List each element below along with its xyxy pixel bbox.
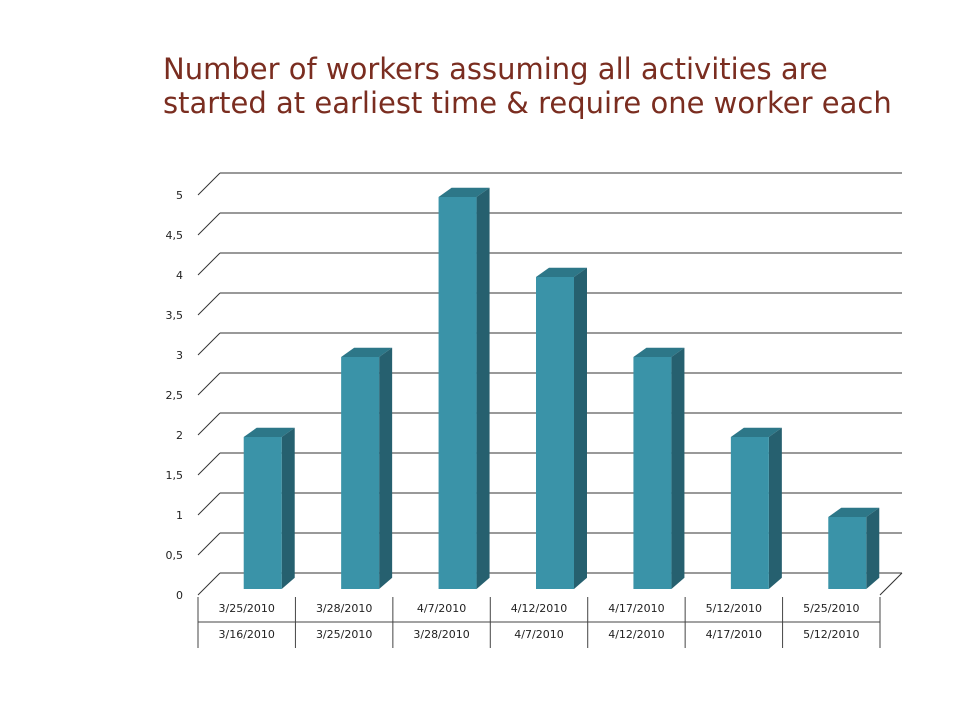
gridline-diagonal (197, 172, 221, 196)
y-tick-label: 3 (176, 349, 183, 362)
gridline-diagonal (197, 412, 221, 436)
category-label-level-2: 3/25/2010 (316, 628, 372, 641)
bar-front (243, 437, 282, 589)
y-tick-label: 3,5 (166, 309, 184, 322)
category-label-level-1: 5/12/2010 (706, 602, 762, 615)
category-label-level-2: 4/7/2010 (514, 628, 563, 641)
bar-top (730, 427, 782, 437)
floor-edge (879, 572, 903, 596)
gridline-diagonal (197, 452, 221, 476)
bar (730, 427, 782, 589)
category-label-level-2: 4/12/2010 (608, 628, 664, 641)
y-tick-label: 1 (176, 509, 183, 522)
bar (243, 427, 295, 589)
bar (438, 187, 490, 589)
gridline-diagonal (197, 332, 221, 356)
bar-side (671, 347, 685, 589)
y-tick-label: 5 (176, 189, 183, 202)
bar-front (633, 357, 672, 589)
y-tick-label: 0 (176, 589, 183, 602)
bar-top (633, 347, 685, 357)
bar-front (341, 357, 380, 589)
category-label-level-1: 3/25/2010 (219, 602, 275, 615)
gridline-diagonal (197, 292, 221, 316)
bar-side (574, 267, 587, 589)
y-tick-label: 0,5 (166, 549, 184, 562)
category-axis: 3/25/2010 3/28/2010 4/7/2010 4/12/2010 4/17/… (197, 597, 881, 648)
bar-front (536, 277, 574, 589)
bar-front (438, 197, 477, 589)
y-tick-label: 2 (176, 429, 183, 442)
bar-front (828, 517, 867, 589)
category-label-level-2: 5/12/2010 (803, 628, 859, 641)
bar-top (828, 507, 880, 517)
bar-side (768, 427, 782, 589)
bar (536, 267, 587, 589)
bar-side (379, 347, 393, 589)
gridline-diagonal (197, 532, 221, 556)
bar-top (243, 427, 295, 437)
y-axis-ticks: 0 0,5 1 1,5 2 2,5 3 3,5 4 4,5 5 (166, 189, 184, 602)
category-label-level-1: 3/28/2010 (316, 602, 372, 615)
y-tick-label: 4,5 (166, 229, 184, 242)
bars (243, 187, 880, 589)
bar (341, 347, 393, 589)
bar-side (866, 507, 880, 589)
category-label-level-1: 5/25/2010 (803, 602, 859, 615)
bar-side (476, 187, 490, 589)
gridline-diagonal (197, 492, 221, 516)
bar (633, 347, 685, 589)
category-label-level-1: 4/7/2010 (417, 602, 466, 615)
bar-top (536, 267, 587, 277)
bar-top (438, 187, 490, 197)
bar-top (341, 347, 393, 357)
y-tick-label: 2,5 (166, 389, 184, 402)
category-label-level-2: 3/28/2010 (413, 628, 469, 641)
gridline-diagonal (197, 572, 221, 596)
category-label-level-2: 3/16/2010 (219, 628, 275, 641)
y-tick-label: 4 (176, 269, 183, 282)
chart-title: Number of workers assuming all activitie… (163, 52, 943, 120)
gridline-diagonal (197, 212, 221, 236)
bar (828, 507, 880, 589)
title-line-2: started at earliest time & require one w… (163, 86, 892, 120)
title-line-1: Number of workers assuming all activitie… (163, 52, 828, 86)
bar-side (281, 427, 295, 589)
category-label-level-1: 4/17/2010 (608, 602, 664, 615)
bar-front (730, 437, 769, 589)
category-label-level-1: 4/12/2010 (511, 602, 567, 615)
gridline-diagonal (197, 252, 221, 276)
y-tick-label: 1,5 (166, 469, 184, 482)
gridline-diagonal (197, 372, 221, 396)
category-label-level-2: 4/17/2010 (706, 628, 762, 641)
